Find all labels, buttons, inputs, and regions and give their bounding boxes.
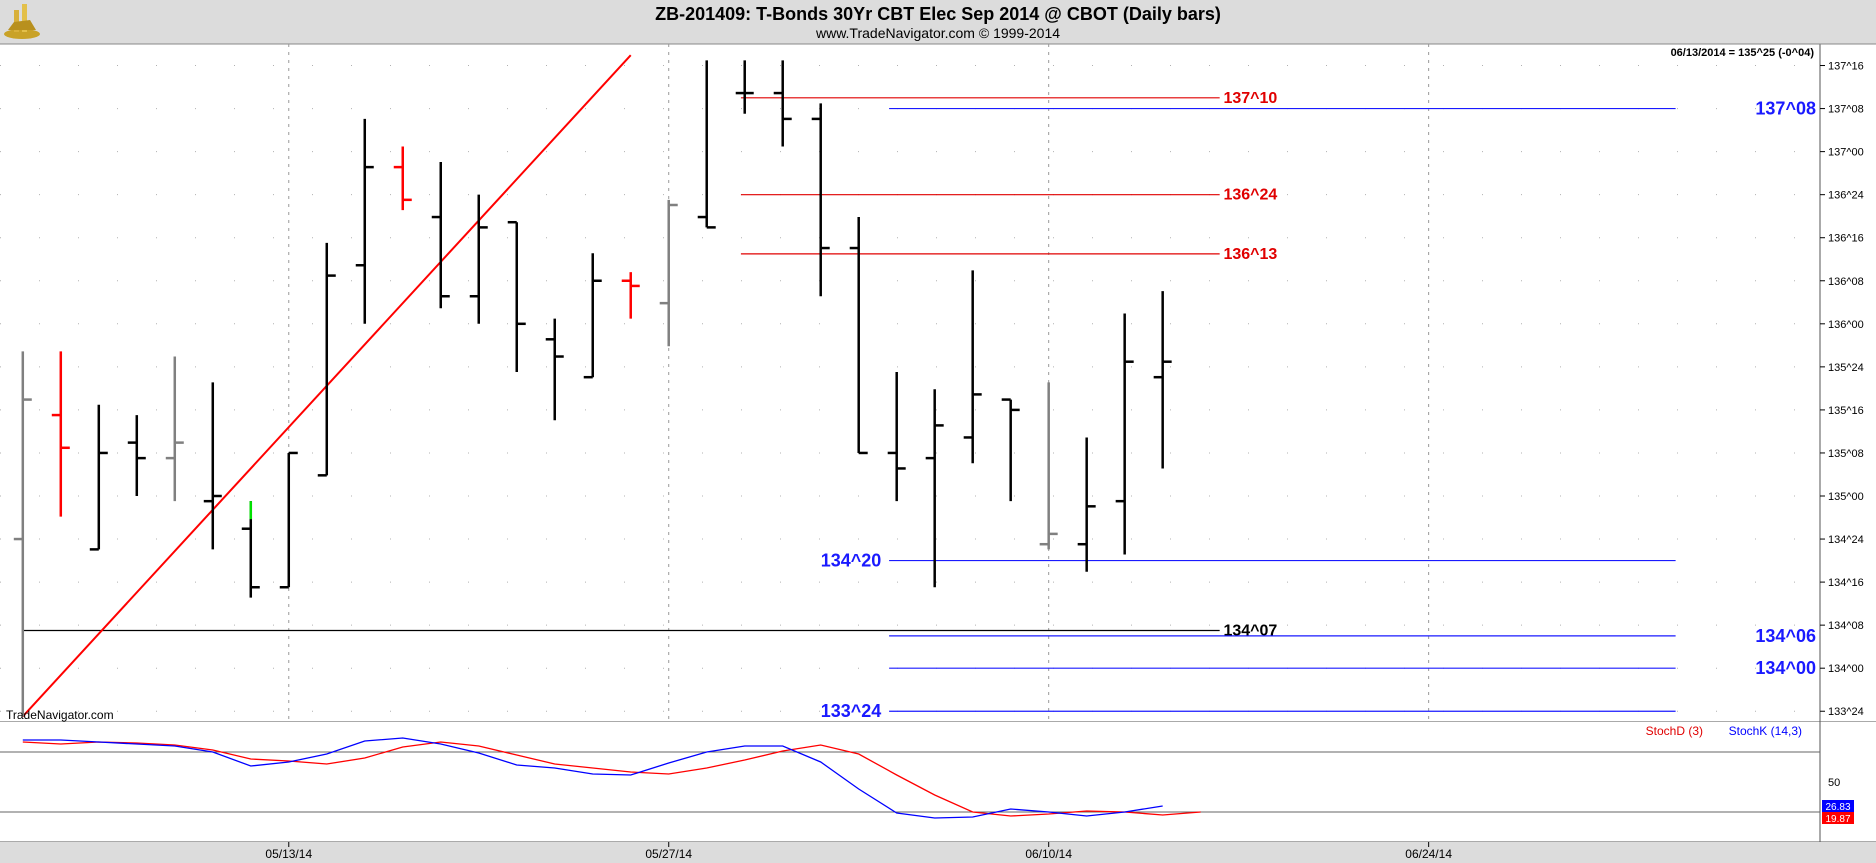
chart-subtitle: www.TradeNavigator.com © 1999-2014	[815, 25, 1060, 41]
price-tick-label: 136^16	[1828, 233, 1864, 245]
ohlc-bar	[127, 415, 146, 496]
ohlc-bar	[241, 501, 260, 598]
time-axis-labels: 05/13/14 05/27/14 06/10/14 06/24/14	[265, 842, 1452, 861]
ohlc-bar	[51, 351, 70, 517]
stoch-last-value-box	[1822, 812, 1854, 824]
price-tick-label: 135^00	[1828, 491, 1864, 503]
ohlc-bar	[1115, 313, 1134, 555]
time-tick-label: 05/27/14	[645, 847, 692, 861]
price-tick-label: 134^24	[1828, 534, 1864, 546]
price-axis	[1820, 44, 1876, 722]
stoch-tick-label: 50	[1828, 777, 1840, 789]
ohlc-bar	[203, 382, 222, 550]
ohlc-bar	[469, 194, 488, 324]
ohlc-bar	[165, 356, 184, 502]
ohlc-bar	[1153, 291, 1172, 469]
ohlc-bar	[1039, 382, 1058, 550]
level-label: 134^00	[1755, 658, 1816, 678]
time-tick-label: 06/10/14	[1025, 847, 1072, 861]
time-tick-label: 05/13/14	[265, 847, 312, 861]
price-tick-label: 136^08	[1828, 276, 1864, 288]
price-tick-label: 134^08	[1828, 620, 1864, 632]
price-tick-label: 135^16	[1828, 405, 1864, 417]
price-tick-label: 136^00	[1828, 319, 1864, 331]
ohlc-bar	[545, 318, 564, 421]
ohlc-bar	[773, 60, 792, 147]
ohlc-bar	[849, 217, 868, 455]
stoch-last-value: 26.83	[1825, 802, 1850, 813]
price-tick-label: 137^00	[1828, 147, 1864, 159]
last-price-readout: 06/13/2014 = 135^25 (-0^04)	[1671, 47, 1815, 59]
price-axis-ticks: 133^24 134^00 134^08 134^16 134^24 135^00 135^…	[1820, 61, 1864, 718]
level-lines: 137^10 136^24 136^13 137^08 134^20 134^07 134^…	[22, 90, 1816, 721]
level-label: 136^13	[1223, 246, 1277, 263]
price-tick-label: 137^08	[1828, 104, 1864, 116]
ohlc-bar	[1001, 398, 1020, 502]
price-tick-label: 133^24	[1828, 706, 1864, 718]
ohlc-bar	[89, 404, 108, 551]
price-tick-label: 134^00	[1828, 663, 1864, 675]
level-label: 134^20	[821, 551, 882, 571]
price-tick-label: 134^16	[1828, 577, 1864, 589]
ohlc-bar	[507, 220, 526, 373]
header-band	[0, 0, 1876, 44]
price-tick-label: 135^08	[1828, 448, 1864, 460]
time-axis	[0, 842, 1876, 863]
legend-stochd: StochD (3)	[1646, 724, 1703, 738]
plot-area	[0, 44, 1820, 722]
ohlc-bar	[317, 242, 336, 477]
price-tick-label: 136^24	[1828, 190, 1864, 202]
ohlc-bar	[659, 199, 678, 347]
ohlc-bar	[887, 372, 906, 502]
watermark-text: TradeNavigator.com	[6, 708, 114, 722]
level-label: 136^24	[1223, 187, 1277, 204]
chart-title: ZB-201409: T-Bonds 30Yr CBT Elec Sep 201…	[655, 4, 1221, 24]
ohlc-bar	[925, 389, 944, 588]
stoch-last-value: 19.87	[1825, 814, 1850, 825]
level-label: 137^10	[1223, 90, 1277, 107]
level-label: 133^24	[821, 701, 882, 721]
ohlc-bar	[355, 118, 374, 324]
price-tick-label: 137^16	[1828, 61, 1864, 73]
stoch-series-line	[22, 737, 1163, 819]
stoch-last-value-box	[1822, 800, 1854, 812]
ohlc-bar	[393, 146, 412, 211]
price-tick-label: 135^24	[1828, 362, 1864, 374]
price-bars	[13, 60, 1172, 717]
logo-icon[interactable]	[4, 4, 40, 39]
ohlc-bar	[583, 253, 602, 379]
stoch-series-line	[22, 741, 1201, 817]
ohlc-bar	[431, 161, 450, 309]
grid	[0, 44, 1820, 842]
ohlc-bar	[279, 451, 298, 589]
level-label: 134^06	[1755, 626, 1816, 646]
legend-stochk: StochK (14,3)	[1729, 724, 1802, 738]
ohlc-bar	[811, 103, 830, 297]
level-label: 137^08	[1755, 99, 1816, 119]
ohlc-bar	[735, 60, 754, 114]
ohlc-bar	[963, 270, 982, 464]
time-tick-label: 06/24/14	[1405, 847, 1452, 861]
level-label: 134^07	[1223, 623, 1277, 640]
ohlc-bar	[1077, 437, 1096, 572]
ohlc-bar	[13, 351, 32, 717]
ohlc-bar	[697, 60, 716, 229]
ohlc-bar	[621, 272, 640, 319]
